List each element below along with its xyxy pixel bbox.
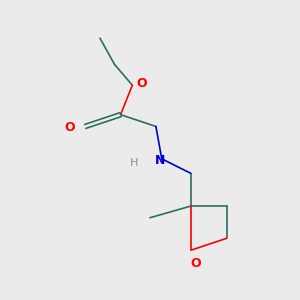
Text: O: O: [137, 77, 147, 90]
Text: O: O: [190, 257, 201, 271]
Text: N: N: [155, 154, 166, 167]
Text: O: O: [64, 122, 75, 134]
Text: H: H: [130, 158, 138, 168]
